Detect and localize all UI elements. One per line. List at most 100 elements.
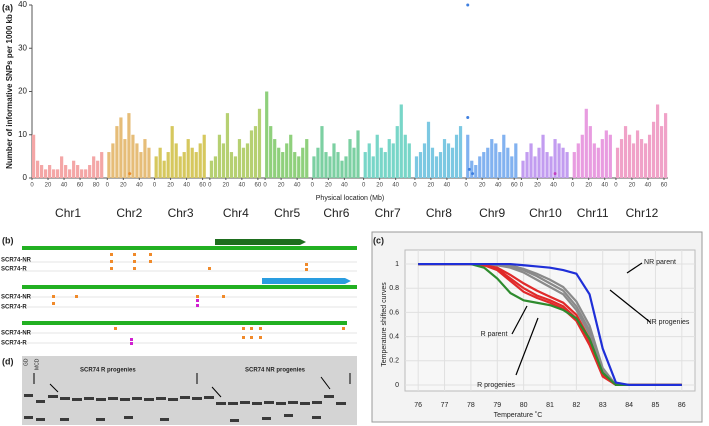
x-tick-label: 40: [550, 183, 557, 189]
y-tick-label: 20: [18, 87, 27, 96]
y-tick-label: 40: [18, 0, 27, 9]
x-tick-label: 79: [493, 402, 501, 409]
x-tick-label: 0: [614, 183, 618, 189]
chromosome-label: Chr8: [426, 206, 452, 220]
y-tick-label: 30: [18, 43, 27, 52]
bar: [170, 126, 174, 178]
x-tick-label: 40: [341, 183, 348, 189]
bar: [474, 165, 478, 178]
bar: [391, 143, 395, 178]
bar: [627, 134, 632, 178]
x-tick-label: 20: [479, 183, 486, 189]
bar: [454, 134, 459, 178]
bar: [356, 130, 360, 178]
marker: [466, 3, 470, 7]
x-tick-label: 20: [45, 183, 52, 189]
melt-curve: [418, 262, 682, 387]
y-tick-label: 10: [18, 130, 27, 139]
bar: [572, 152, 576, 178]
bar: [52, 169, 56, 178]
bar: [92, 156, 96, 178]
chromosome-label: Chr6: [323, 206, 349, 220]
bar: [64, 165, 68, 178]
bar: [76, 165, 80, 178]
x-tick-label: 40: [136, 183, 143, 189]
bar: [273, 139, 277, 178]
bar: [100, 152, 104, 178]
x-tick-label: 20: [428, 183, 435, 189]
x-tick-label: 60: [77, 183, 84, 189]
bar: [407, 143, 411, 178]
bar: [403, 134, 407, 178]
bar: [615, 147, 620, 178]
bar: [316, 147, 320, 178]
bar: [233, 156, 238, 178]
bar: [107, 152, 111, 178]
bar: [506, 147, 510, 178]
bar: [111, 143, 115, 178]
bar: [426, 121, 431, 178]
bar: [285, 143, 289, 178]
bar: [635, 130, 640, 178]
curve-annotation: R progenies: [477, 382, 515, 389]
bar: [166, 152, 170, 178]
bar: [529, 143, 533, 178]
chromosome-label: Chr5: [274, 206, 300, 220]
x-tick-label: 20: [325, 183, 332, 189]
bar: [135, 143, 139, 178]
bar: [119, 117, 123, 178]
bar: [553, 139, 557, 178]
bar: [328, 156, 332, 178]
bar: [147, 147, 151, 178]
bar: [213, 156, 218, 178]
chromosome-label: Chr2: [116, 206, 142, 220]
bar: [249, 130, 254, 178]
panel-label: (b): [2, 235, 14, 245]
x-axis-title: Physical location (Mb): [316, 195, 384, 202]
x-tick-label: 83: [599, 402, 607, 409]
x-tick-label: 0: [362, 183, 366, 189]
x-tick-label: 40: [61, 183, 68, 189]
chromosome-label: Chr1: [55, 206, 81, 220]
bar: [399, 104, 403, 178]
bar: [494, 143, 498, 178]
bar: [525, 152, 529, 178]
bar: [352, 147, 356, 178]
bar: [277, 147, 281, 178]
annotation-arrow: [626, 262, 643, 274]
chromosome-label: Chr10: [529, 206, 562, 220]
x-tick-label: 20: [534, 183, 541, 189]
bar: [293, 152, 297, 178]
bar: [348, 139, 352, 178]
y-axis-title: Temperature shifted curves: [381, 282, 388, 367]
annotation-arrow: [515, 317, 539, 376]
bar: [289, 134, 293, 178]
chromosome-label: Chr4: [223, 206, 249, 220]
bar: [580, 134, 584, 178]
bar: [139, 152, 143, 178]
x-tick-label: 0: [208, 183, 212, 189]
x-tick-label: 20: [278, 183, 285, 189]
bar: [221, 143, 226, 178]
bar: [418, 152, 423, 178]
bar: [269, 126, 273, 178]
bar: [442, 139, 447, 178]
bar: [198, 143, 202, 178]
bar: [182, 152, 186, 178]
lane-label: MCD: [34, 358, 40, 370]
bar: [561, 147, 565, 178]
x-tick-label: 81: [546, 402, 554, 409]
gel-bands: [24, 394, 346, 422]
bar: [375, 134, 379, 178]
bar: [557, 143, 561, 178]
bar: [643, 143, 648, 178]
bar: [178, 156, 182, 178]
bar: [36, 160, 40, 178]
melt-curve: [418, 262, 682, 387]
y-tick-label: 0.8: [389, 285, 399, 292]
bar: [651, 121, 656, 178]
x-tick-label: 82: [572, 402, 580, 409]
bar: [565, 152, 569, 178]
